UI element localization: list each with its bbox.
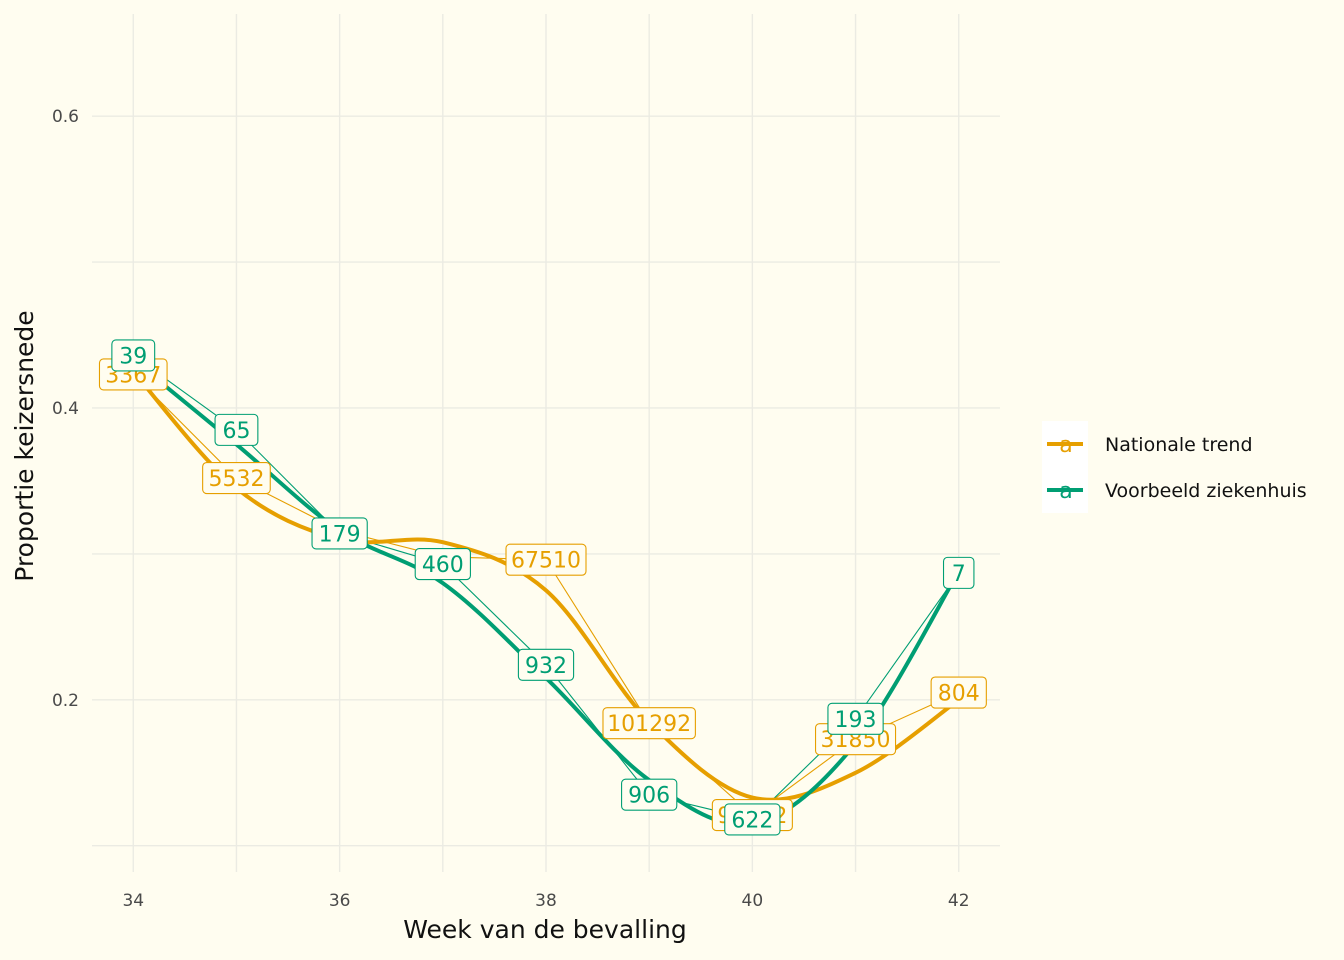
data-label: 39: [111, 339, 156, 372]
data-label-box: [602, 707, 696, 740]
legend-item: a Nationale trend: [1042, 421, 1253, 467]
y-tick-label: 0.6: [52, 107, 79, 127]
data-label-text: 932: [525, 654, 567, 679]
data-label-box: [111, 339, 156, 372]
data-label-box: [930, 676, 987, 709]
data-label-box: [827, 702, 884, 735]
data-label-box: [621, 778, 678, 811]
data-label-text: 101292: [607, 712, 691, 737]
legend-item: a Voorbeeld ziekenhuis: [1042, 467, 1307, 513]
smooth-line-nationale-trend: [131, 369, 961, 802]
legend-label: Voorbeeld ziekenhuis: [1105, 480, 1307, 502]
legend-key-glyph: a: [1059, 479, 1072, 504]
y-tick-label: 0.2: [52, 691, 79, 711]
data-label-text: 67510: [511, 549, 581, 574]
grid: [92, 14, 1000, 872]
data-label: 460: [414, 548, 471, 581]
data-label-text: 7: [952, 562, 966, 587]
x-tick-label: 38: [535, 891, 557, 911]
x-axis-title: Week van de bevalling: [403, 915, 686, 944]
x-tick-label: 36: [329, 891, 351, 911]
data-label-box: [202, 461, 271, 495]
x-tick-label: 40: [742, 891, 764, 911]
legend: a Nationale trend a Voorbeeld ziekenhuis: [1042, 421, 1307, 513]
y-tick-label: 0.4: [52, 399, 79, 419]
data-label-text: 804: [938, 682, 980, 707]
data-label-text: 906: [628, 784, 670, 809]
x-tick-label: 34: [122, 891, 144, 911]
data-label: 804: [930, 676, 987, 709]
legend-key-glyph: a: [1059, 433, 1072, 458]
data-label-text: 193: [835, 708, 877, 733]
legend-label: Nationale trend: [1105, 434, 1253, 456]
data-label-text: 460: [422, 553, 464, 578]
data-label-text: 5532: [208, 467, 264, 492]
data-label-box: [724, 803, 781, 836]
data-label-text: 65: [222, 419, 250, 444]
data-label: 932: [517, 648, 575, 681]
data-label: 67510: [505, 543, 587, 576]
data-label-box: [505, 543, 587, 576]
data-label-box: [414, 548, 471, 581]
data-label-box: [942, 556, 975, 589]
data-label-text: 179: [319, 522, 361, 547]
data-label: 101292: [602, 707, 696, 740]
data-labels: 3367553267510101292943323185080439651794…: [98, 339, 987, 836]
y-axis-title: Proportie keizersnede: [10, 310, 39, 581]
x-tick-label: 42: [948, 891, 970, 911]
data-label-box: [311, 517, 368, 550]
data-label: 906: [621, 778, 678, 811]
data-label: 65: [214, 413, 259, 446]
data-label-box: [214, 413, 259, 446]
data-label: 7: [942, 556, 975, 589]
data-label-box: [517, 648, 575, 681]
data-label: 179: [311, 517, 368, 550]
axis-ticks: 34 36 38 40 42 0.2 0.4 0.6: [52, 107, 970, 911]
data-label: 193: [827, 702, 884, 735]
data-label-text: 622: [731, 808, 773, 833]
data-label: 622: [724, 803, 781, 836]
data-label-text: 39: [119, 344, 147, 369]
data-label: 5532: [202, 461, 271, 495]
